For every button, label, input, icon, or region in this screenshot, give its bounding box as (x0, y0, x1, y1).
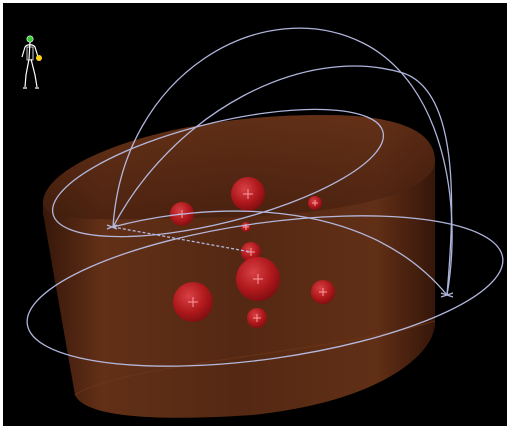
target-sphere[interactable] (241, 222, 251, 232)
treatment-scene (18, 27, 507, 418)
3d-viewport[interactable] (3, 3, 507, 426)
phantom-top (43, 115, 435, 220)
focus-marker-left (106, 224, 118, 230)
hand-marker (36, 55, 42, 61)
beam-arc-vertical-outer[interactable] (112, 27, 453, 296)
beam-arc-horizontal-upper[interactable] (41, 83, 395, 262)
phantom-bottom-rim (74, 320, 436, 396)
target-spheres (170, 177, 335, 328)
target-sphere[interactable] (173, 282, 213, 322)
target-sphere[interactable] (236, 257, 280, 301)
beam-arc-lower-left[interactable] (112, 210, 448, 296)
target-sphere[interactable] (231, 177, 265, 211)
target-sphere[interactable] (311, 280, 335, 304)
beam-arc-horizontal-large[interactable] (18, 190, 507, 391)
focus-marker-right (440, 292, 454, 298)
beam-line (112, 226, 252, 253)
phantom-body (43, 115, 436, 418)
target-sphere[interactable] (247, 308, 267, 328)
beam-arc-vertical-inner[interactable] (112, 65, 453, 296)
person-figure-icon (21, 35, 39, 89)
orientation-widget[interactable] (17, 31, 53, 95)
target-sphere[interactable] (308, 196, 322, 210)
beam-arcs (18, 27, 507, 391)
